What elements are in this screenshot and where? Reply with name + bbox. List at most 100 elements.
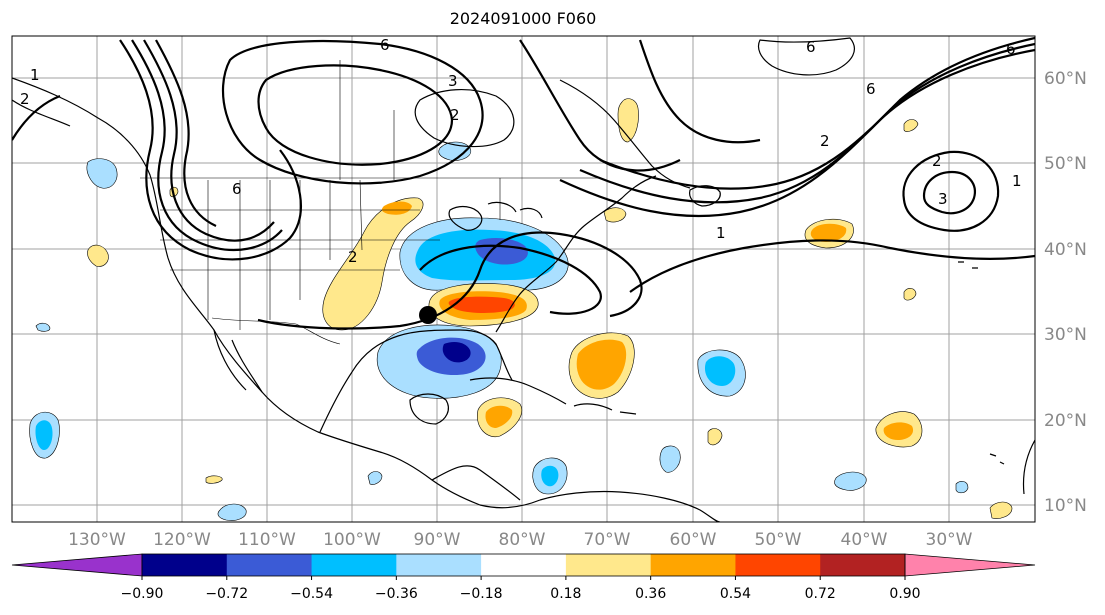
colorbar: −0.90 −0.72 −0.54 −0.36 −0.18 0.18 0.36 0.54 0.7… xyxy=(11,553,1036,602)
south-america xyxy=(539,490,721,522)
contour-north-2 xyxy=(257,64,454,166)
contour-label: 6 xyxy=(1006,40,1016,58)
contour-west-1 xyxy=(119,39,302,261)
colorbar-tick-label: −0.36 xyxy=(375,586,418,602)
contour-east-low-2 xyxy=(257,231,643,330)
lat-label: 40°N xyxy=(1044,240,1087,260)
lat-label: 10°N xyxy=(1044,496,1087,516)
map-title: 2024091000 F060 xyxy=(449,9,597,28)
west-coast xyxy=(12,77,541,509)
political-borders xyxy=(140,60,600,345)
latitude-labels: 60°N 50°N 40°N 30°N 20°N 10°N xyxy=(1044,69,1087,516)
colorbar-segment xyxy=(396,554,482,576)
contour-label: 6 xyxy=(866,80,876,98)
positive-anomaly-small-5 xyxy=(989,501,1013,519)
contour-label: 2 xyxy=(20,90,30,108)
great-lakes xyxy=(448,201,543,231)
islands xyxy=(958,261,1005,465)
cuba xyxy=(469,377,567,405)
negative-anomaly-bc xyxy=(86,158,118,189)
positive-anomaly-caribbean-core xyxy=(485,405,513,428)
colorbar-segment xyxy=(226,554,313,576)
contour-east-atl-2 xyxy=(922,170,976,215)
negative-anomaly-small-1 xyxy=(659,445,681,473)
hispaniola xyxy=(573,403,613,411)
contour-atl-1 xyxy=(559,48,1035,218)
contour-label: 1 xyxy=(716,224,726,242)
east-coast xyxy=(495,175,657,333)
negative-anomaly-atlantic-core xyxy=(704,356,736,386)
colorbar-segment xyxy=(820,554,906,576)
colorbar-tick-label: −0.90 xyxy=(121,586,164,602)
longitude-labels: 130°W 120°W 110°W 100°W 90°W 80°W 70°W 6… xyxy=(68,530,973,550)
greenland xyxy=(757,37,855,76)
lon-label: 40°W xyxy=(841,530,888,550)
negative-anomaly-east-us-inner xyxy=(475,238,528,265)
negative-anomaly-gulf-inner xyxy=(442,342,471,363)
storm-center-marker xyxy=(419,306,437,324)
baja xyxy=(213,329,263,393)
lon-label: 60°W xyxy=(670,530,717,550)
alaska xyxy=(12,99,71,127)
colorbar-tick-label: 0.72 xyxy=(805,586,836,602)
positive-anomaly-plains-core xyxy=(381,201,412,215)
contour-label: 2 xyxy=(820,132,830,150)
labrador-coast xyxy=(559,79,691,189)
contour-south-1 xyxy=(629,239,1035,293)
contour-west-4 xyxy=(155,39,217,227)
colorbar-tick-label: −0.54 xyxy=(290,586,333,602)
contour-label: 1 xyxy=(30,66,40,84)
negative-anomaly-small-2 xyxy=(834,471,867,491)
contour-east-atl-1 xyxy=(902,150,1000,232)
lon-label: 80°W xyxy=(499,530,546,550)
colorbar-segment xyxy=(565,554,652,576)
contour-label: 6 xyxy=(806,38,816,56)
colorbar-segment xyxy=(311,554,397,576)
contour-west-2 xyxy=(131,39,283,251)
colorbar-tick-label: 0.90 xyxy=(889,586,920,602)
lat-label: 60°N xyxy=(1044,69,1087,89)
africa xyxy=(1022,439,1035,495)
yucatan xyxy=(409,393,449,425)
colorbar-segment xyxy=(650,554,736,576)
positive-anomaly-small-2 xyxy=(903,119,919,132)
lon-label: 120°W xyxy=(153,530,211,550)
contour-label-group: 6 6 6 3 2 2 2 1 1 1 2 3 6 2 6 xyxy=(20,36,1022,266)
contour-labrador-1 xyxy=(519,39,681,172)
lon-label: 130°W xyxy=(68,530,126,550)
contour-pacific-1 xyxy=(12,94,61,141)
negative-anomaly-small-4 xyxy=(35,322,51,332)
lon-label: 50°W xyxy=(755,530,802,550)
contour-label: 1 xyxy=(1012,172,1022,190)
colorbar-tick-label: 0.54 xyxy=(720,586,751,602)
coastlines xyxy=(12,37,1035,522)
lon-label: 30°W xyxy=(926,530,973,550)
colorbar-extend-low xyxy=(11,553,143,577)
contour-east-low-1 xyxy=(419,244,602,315)
colorbar-extend-high xyxy=(904,553,1036,577)
lon-label: 100°W xyxy=(323,530,381,550)
negative-anomaly-pacific-core xyxy=(35,420,53,450)
contour-label: 2 xyxy=(450,106,460,124)
positive-anomaly-east-atlantic-core xyxy=(883,422,914,440)
positive-anomaly-mid-atlantic-core xyxy=(810,223,847,242)
lon-label: 90°W xyxy=(414,530,461,550)
contour-labrador-2 xyxy=(638,39,761,144)
positive-anomaly-atlantic-core xyxy=(576,339,627,390)
negative-anomaly-small-6 xyxy=(955,481,969,494)
positive-anomaly-small-4 xyxy=(707,428,723,446)
lat-label: 50°N xyxy=(1044,154,1087,174)
contour-label: 6 xyxy=(232,180,242,198)
height-contours xyxy=(12,36,1035,330)
shaded-anomalies xyxy=(29,98,1013,521)
colorbar-segment xyxy=(142,554,228,576)
positive-anomaly-plains xyxy=(322,197,424,331)
lon-label: 70°W xyxy=(584,530,631,550)
contour-label: 3 xyxy=(938,190,948,208)
lon-label: 110°W xyxy=(238,530,296,550)
colorbar-tick-label: −0.72 xyxy=(205,586,248,602)
contour-label: 3 xyxy=(448,72,458,90)
positive-anomaly-small-3 xyxy=(903,288,917,301)
contour-label: 6 xyxy=(380,36,390,54)
